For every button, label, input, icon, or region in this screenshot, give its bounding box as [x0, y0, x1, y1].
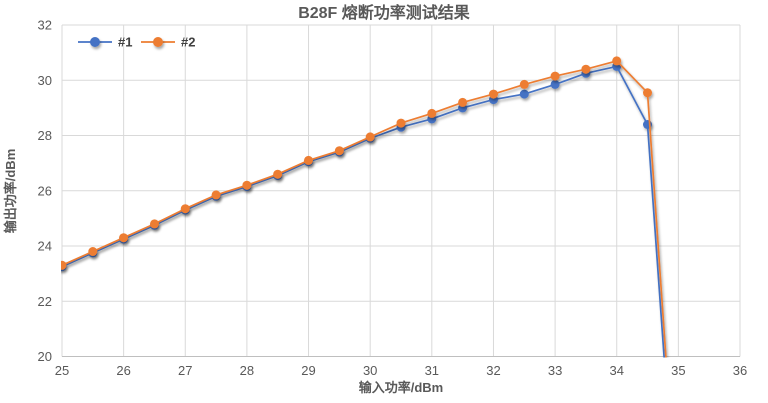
data-point-marker	[643, 88, 652, 98]
legend-label-series-1: #1	[118, 35, 132, 50]
data-point-marker	[180, 204, 190, 214]
x-tick-label: 32	[486, 363, 500, 378]
data-point-marker	[519, 79, 529, 89]
legend-marker-series-1	[90, 37, 100, 47]
x-tick-label: 35	[671, 363, 685, 378]
x-tick-label: 36	[733, 363, 747, 378]
series-line-#1	[61, 65, 665, 358]
data-point-marker	[365, 132, 375, 142]
data-point-marker	[211, 190, 221, 200]
data-point-marker	[334, 146, 344, 156]
data-point-marker	[612, 56, 622, 66]
legend: #1 #2	[78, 35, 195, 50]
y-tick-label: 28	[38, 128, 52, 143]
series-#2	[61, 56, 667, 358]
data-series	[61, 56, 667, 358]
x-tick-label: 29	[301, 363, 315, 378]
series-line-#2	[61, 60, 667, 358]
x-tick-label: 25	[55, 363, 69, 378]
data-point-marker	[304, 155, 313, 165]
data-point-marker	[119, 233, 129, 243]
gridlines	[61, 24, 741, 357]
data-point-marker	[489, 89, 498, 99]
x-tick-label: 33	[548, 363, 562, 378]
x-tick-label: 27	[178, 363, 192, 378]
series-#1	[61, 61, 665, 358]
data-point-marker	[458, 97, 468, 107]
data-point-marker	[88, 247, 98, 256]
data-point-marker	[273, 169, 283, 179]
data-point-marker	[581, 64, 591, 74]
x-axis-title: 输入功率/dBm	[359, 380, 444, 395]
data-point-marker	[396, 118, 406, 128]
data-point-marker	[519, 89, 529, 99]
data-point-marker	[150, 219, 159, 229]
data-point-marker	[550, 71, 560, 81]
y-tick-label: 26	[38, 183, 52, 198]
legend-marker-series-2	[153, 37, 163, 47]
y-tick-label: 22	[38, 294, 52, 309]
y-tick-label: 30	[38, 73, 52, 88]
x-tick-label: 26	[116, 363, 130, 378]
data-point-marker	[427, 108, 437, 118]
data-point-marker	[550, 79, 560, 89]
x-tick-label: 28	[240, 363, 254, 378]
legend-label-series-2: #2	[181, 35, 195, 50]
x-tick-label: 34	[609, 363, 623, 378]
data-point-marker	[61, 260, 67, 270]
data-point-marker	[242, 180, 252, 190]
x-tick-label: 30	[363, 363, 377, 378]
x-tick-label: 31	[425, 363, 439, 378]
y-tick-label: 20	[38, 349, 52, 364]
axis-tick-labels: 25 26 27 28 29 30 31 32 33 34 35 36 20 22 24 26 28 30 32	[38, 18, 748, 379]
y-axis-title: 输出功率/dBm	[3, 149, 18, 234]
y-tick-label: 32	[38, 18, 52, 33]
y-tick-label: 24	[38, 239, 52, 254]
chart-title: B28F 熔断功率测试结果	[298, 3, 470, 22]
